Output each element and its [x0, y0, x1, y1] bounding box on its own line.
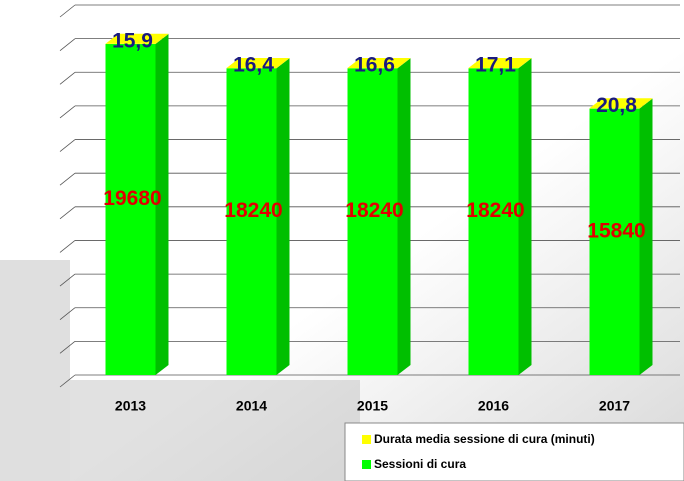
x-tick-label: 2014	[236, 398, 267, 414]
value-label: 18240	[224, 199, 282, 222]
legend-swatch	[362, 460, 371, 469]
legend-label: Durata media sessione di cura (minuti)	[374, 432, 595, 446]
background-photo	[0, 260, 70, 481]
value-label: 16,4	[233, 54, 274, 77]
value-label: 18240	[345, 199, 403, 222]
x-tick-label: 2013	[115, 398, 146, 414]
legend-label: Sessioni di cura	[374, 457, 466, 471]
value-label: 20,8	[596, 94, 637, 117]
value-label: 17,1	[475, 53, 516, 76]
value-label: 18240	[466, 199, 524, 222]
background-photo	[70, 380, 360, 481]
legend: Durata media sessione di cura (minuti) Se…	[345, 423, 684, 481]
x-tick-label: 2016	[478, 398, 509, 414]
value-label: 15,9	[112, 29, 153, 52]
value-label: 15840	[587, 219, 645, 242]
value-label: 16,6	[354, 54, 395, 77]
x-tick-label: 2015	[357, 398, 388, 414]
value-label: 19680	[103, 187, 161, 210]
chart: Durata media sessione di cura (minuti) Se…	[0, 0, 684, 481]
legend-swatch	[362, 435, 371, 444]
x-tick-label: 2017	[599, 398, 630, 414]
